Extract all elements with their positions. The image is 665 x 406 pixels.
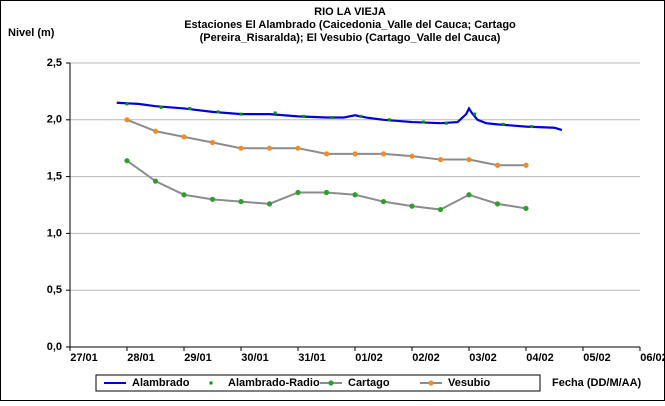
marker: [523, 205, 529, 212]
marker: [216, 110, 220, 114]
legend-label: Vesubio: [448, 377, 490, 389]
marker: [181, 192, 187, 198]
marker: [328, 380, 334, 386]
chart-subtitle: Estaciones El Alambrado (Caicedonia_Vall…: [184, 19, 516, 31]
marker: [266, 201, 273, 207]
y-tick-label: 2,5: [47, 57, 62, 69]
y-axis-label: Nivel (m): [8, 27, 55, 39]
marker: [295, 145, 301, 151]
marker: [302, 114, 306, 118]
x-axis-label: Fecha (DD/M/AA): [552, 377, 642, 389]
legend-label: Cartago: [348, 377, 390, 389]
marker: [494, 201, 501, 207]
marker: [473, 112, 477, 116]
marker: [152, 128, 159, 134]
marker: [501, 122, 505, 126]
marker: [188, 106, 192, 110]
legend: [95, 374, 541, 392]
y-tick-label: 0,0: [47, 341, 62, 353]
series-line: [126, 118, 526, 167]
x-tick-label: 06/02: [640, 352, 665, 364]
marker: [437, 156, 444, 163]
x-tick-label: 01/02: [355, 352, 383, 364]
marker: [466, 156, 472, 163]
marker: [359, 114, 363, 118]
marker: [380, 151, 387, 157]
x-tick-label: 04/02: [526, 352, 554, 364]
series-line: [126, 159, 527, 211]
marker: [409, 153, 415, 159]
marker: [466, 192, 472, 198]
marker: [266, 145, 273, 151]
marker: [437, 206, 444, 213]
marker: [209, 196, 216, 202]
x-tick-label: 27/01: [70, 352, 98, 364]
y-tick-label: 2,0: [47, 114, 62, 126]
series-line: [116, 101, 563, 132]
marker: [330, 116, 334, 120]
marker: [152, 178, 159, 184]
marker: [380, 198, 387, 205]
marker: [238, 198, 244, 205]
marker: [494, 162, 501, 168]
marker: [125, 102, 129, 106]
marker: [323, 189, 330, 196]
marker: [209, 139, 216, 146]
marker: [428, 380, 434, 386]
marker: [523, 162, 529, 168]
chart-subtitle: (Pereira_Risaralda); El Vesubio (Cartago…: [200, 32, 501, 44]
marker: [352, 192, 358, 198]
y-tick-label: 0,5: [47, 284, 62, 296]
marker: [421, 120, 425, 124]
marker: [273, 111, 277, 115]
marker: [323, 151, 330, 157]
legend-label: Alambrado: [132, 377, 190, 389]
marker: [295, 189, 301, 196]
marker: [124, 158, 130, 164]
y-tick-label: 1,5: [47, 171, 62, 183]
marker: [181, 134, 187, 140]
marker: [409, 203, 415, 209]
x-tick-label: 29/01: [184, 352, 212, 364]
chart-title: RIO LA VIEJA: [314, 6, 386, 18]
x-tick-label: 30/01: [241, 352, 269, 364]
marker: [209, 381, 213, 385]
x-tick-label: 28/01: [127, 352, 155, 364]
marker: [444, 121, 448, 125]
marker: [238, 145, 244, 151]
y-tick-label: 1,0: [47, 227, 62, 239]
x-tick-label: 03/02: [469, 352, 497, 364]
marker: [159, 105, 163, 109]
marker: [387, 118, 391, 122]
x-tick-label: 31/01: [298, 352, 326, 364]
marker: [239, 112, 243, 116]
marker: [352, 151, 358, 157]
marker: [530, 125, 534, 129]
x-tick-label: 05/02: [583, 352, 611, 364]
legend-label: Alambrado-Radio: [228, 377, 320, 389]
x-tick-label: 02/02: [412, 352, 440, 364]
marker: [124, 117, 130, 123]
